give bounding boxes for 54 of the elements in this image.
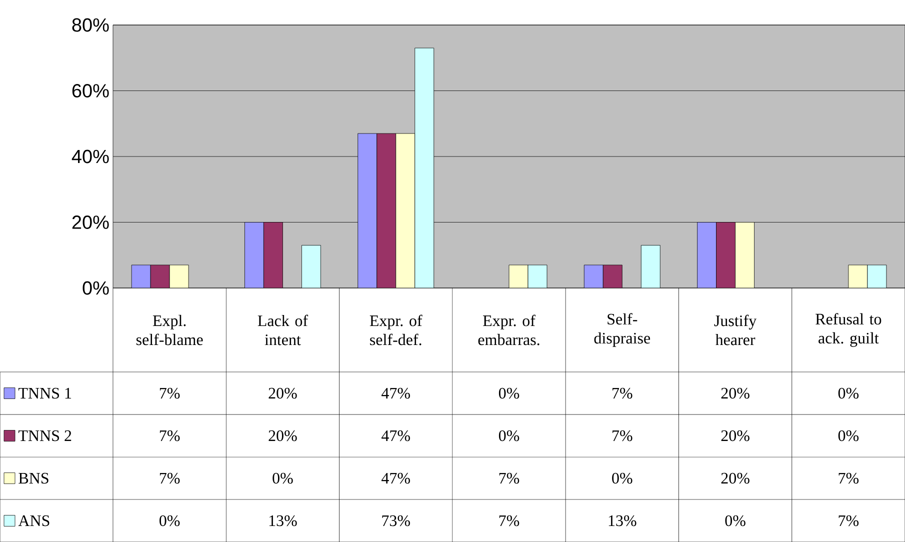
bar (264, 222, 283, 288)
y-tick-label: 60% (72, 84, 109, 98)
data-label: 7% (499, 515, 520, 526)
bar (716, 222, 736, 288)
data-label: 0% (838, 388, 859, 399)
data-label: 7% (838, 472, 859, 484)
y-tick-label: 80% (72, 18, 109, 32)
x-tick-label: Justify hearer (714, 314, 757, 346)
bar (131, 264, 151, 288)
bar (150, 264, 170, 288)
bar (376, 133, 396, 288)
data-label: 0% (725, 515, 746, 526)
data-label: 13% (608, 515, 636, 526)
data-label: 73% (382, 515, 410, 526)
y-tick-label: 40% (72, 150, 109, 164)
data-label: 20% (721, 430, 750, 442)
data-label: 47% (382, 430, 410, 442)
bar (584, 264, 604, 288)
data-label: 7% (612, 388, 632, 399)
data-label: 7% (160, 430, 180, 442)
bar (697, 222, 716, 288)
data-label: 20% (721, 472, 750, 484)
data-label: 0% (498, 388, 520, 399)
legend-label: BNS (18, 472, 48, 484)
x-tick-label: Self-dispraise (594, 313, 650, 347)
data-label: 0% (160, 515, 180, 526)
data-label: 0% (838, 430, 859, 442)
data-label: 7% (160, 472, 180, 484)
x-tick-label: Lack of intent (258, 314, 308, 346)
data-label: 0% (498, 430, 520, 442)
bar (358, 133, 378, 288)
x-tick-label: Expl. self-blame (136, 314, 203, 346)
legend-label: TNNS 1 (18, 388, 72, 399)
data-label: 7% (612, 430, 632, 442)
data-label: 7% (499, 472, 520, 484)
data-label: 7% (838, 515, 859, 526)
bar (244, 222, 264, 288)
data-label: 13% (269, 515, 297, 526)
data-label: 7% (160, 388, 180, 399)
bar (602, 264, 622, 288)
data-label: 20% (268, 430, 297, 442)
x-tick-label: Expr. of embarras. (478, 314, 540, 346)
data-label: 0% (612, 472, 632, 484)
legend-label: TNNS 2 (18, 430, 72, 442)
data-label: 47% (382, 472, 410, 484)
data-label: 20% (721, 388, 750, 399)
x-tick-label: Refusal to ack. guilt (816, 313, 882, 347)
legend-label: ANS (18, 515, 50, 526)
data-label: 20% (268, 388, 297, 399)
data-label: 47% (382, 388, 410, 399)
data-label: 0% (272, 472, 293, 484)
y-tick-label: 20% (72, 216, 109, 229)
x-tick-label: Expr. of self-def. (370, 314, 422, 346)
y-tick-label: 0% (82, 281, 109, 295)
